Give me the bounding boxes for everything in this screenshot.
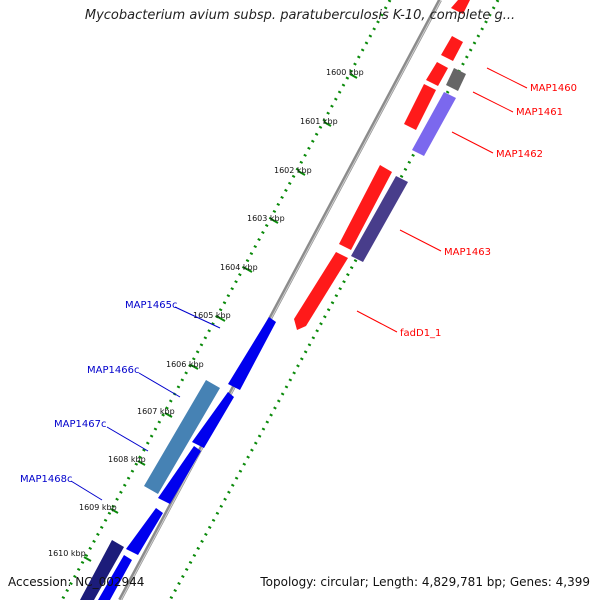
leader-line-MAP1465c xyxy=(174,306,221,329)
gene-label-MAP1461[interactable]: MAP1461 xyxy=(516,107,563,118)
gene-feature-MAP1460[interactable] xyxy=(441,36,463,61)
leader-line-MAP1463 xyxy=(399,229,442,252)
tick-mark xyxy=(297,170,306,176)
label-leaders xyxy=(70,67,528,501)
tick-label: 1604 kbp xyxy=(220,263,258,272)
gene-feature-MAP1467c[interactable] xyxy=(158,446,201,504)
tick-mark xyxy=(190,364,199,370)
leader-line-MAP1467c xyxy=(106,426,149,452)
gene-feature-fadD1_1-upper[interactable] xyxy=(339,165,392,250)
tick-label: 1610 kbp xyxy=(48,549,86,558)
gene-label-fadD1_1[interactable]: fadD1_1 xyxy=(400,328,441,339)
tick-mark xyxy=(83,556,92,562)
tick-mark xyxy=(244,267,253,273)
gene-label-MAP1460[interactable]: MAP1460 xyxy=(530,83,577,94)
gene-feature-MAP1465c[interactable] xyxy=(228,317,276,390)
map-title: Mycobacterium avium subsp. paratuberculo… xyxy=(84,8,516,23)
genome-backbone-highlight xyxy=(120,0,442,600)
tick-label: 1603 kbp xyxy=(247,214,285,223)
gene-feature-MAP1466c[interactable] xyxy=(192,392,234,448)
tick-mark xyxy=(323,121,332,127)
gene-label-MAP1466c[interactable]: MAP1466c xyxy=(87,365,139,376)
tick-label: 1608 kbp xyxy=(108,455,146,464)
tick-label: 1602 kbp xyxy=(274,166,312,175)
tick-mark xyxy=(137,460,146,466)
gene-feature-MAP1468c[interactable] xyxy=(126,508,163,555)
tick-label: 1601 kbp xyxy=(300,117,338,126)
tick-label: 1600 kbp xyxy=(326,68,364,77)
gene-feature-MAP1466c-box[interactable] xyxy=(144,380,220,494)
tick-mark xyxy=(349,73,358,79)
tick-label: 1609 kbp xyxy=(79,503,117,512)
tick-label: 1607 kbp xyxy=(137,407,175,416)
genome-backbone xyxy=(118,0,442,600)
leader-line-fadD1_1 xyxy=(356,310,398,333)
gene-feature-fadD1_1[interactable] xyxy=(294,252,348,330)
gene-labels: MAP1460 MAP1461 MAP1462 MAP1463 fadD1_1 … xyxy=(20,83,577,485)
gene-label-MAP1465c[interactable]: MAP1465c xyxy=(125,300,177,311)
gene-feature-MAP1468c-b[interactable] xyxy=(80,540,124,600)
tick-mark xyxy=(270,218,279,224)
leader-line-MAP1460 xyxy=(486,67,528,89)
inner-ruler-track xyxy=(60,0,392,600)
genome-summary: Topology: circular; Length: 4,829,781 bp… xyxy=(260,575,590,589)
tick-marks xyxy=(83,73,358,562)
tick-mark xyxy=(164,412,173,418)
gene-feature-MAP1468c-c[interactable] xyxy=(98,555,132,600)
accession-label: Accession: NC_002944 xyxy=(8,575,145,589)
reverse-strand-genes xyxy=(80,317,276,600)
tick-mark xyxy=(217,316,226,322)
forward-strand-genes xyxy=(294,0,470,330)
leader-line-MAP1468c xyxy=(70,480,103,501)
tick-mark xyxy=(110,508,119,514)
gene-feature-MAP1460-upper[interactable] xyxy=(451,0,470,14)
gene-feature-MAP1461[interactable] xyxy=(446,68,466,91)
gene-label-MAP1468c[interactable]: MAP1468c xyxy=(20,474,72,485)
gene-label-MAP1463[interactable]: MAP1463 xyxy=(444,247,491,258)
outer-ruler-track xyxy=(168,0,500,600)
tick-label: 1605 kbp xyxy=(193,311,231,320)
gene-label-MAP1467c[interactable]: MAP1467c xyxy=(54,419,106,430)
tick-labels: 1600 kbp 1601 kbp 1602 kbp 1603 kbp 1604… xyxy=(48,68,364,558)
leader-line-MAP1462 xyxy=(451,131,494,154)
tick-label: 1606 kbp xyxy=(166,360,204,369)
leader-line-MAP1461 xyxy=(472,91,514,113)
gene-feature-MAP1462[interactable] xyxy=(412,92,456,156)
gene-feature-MAP1461-b[interactable] xyxy=(404,84,436,130)
leader-line-MAP1466c xyxy=(138,372,181,398)
gene-label-MAP1462[interactable]: MAP1462 xyxy=(496,149,543,160)
gene-feature-MAP1460-b[interactable] xyxy=(426,62,448,86)
gene-feature-MAP1463[interactable] xyxy=(351,176,408,262)
